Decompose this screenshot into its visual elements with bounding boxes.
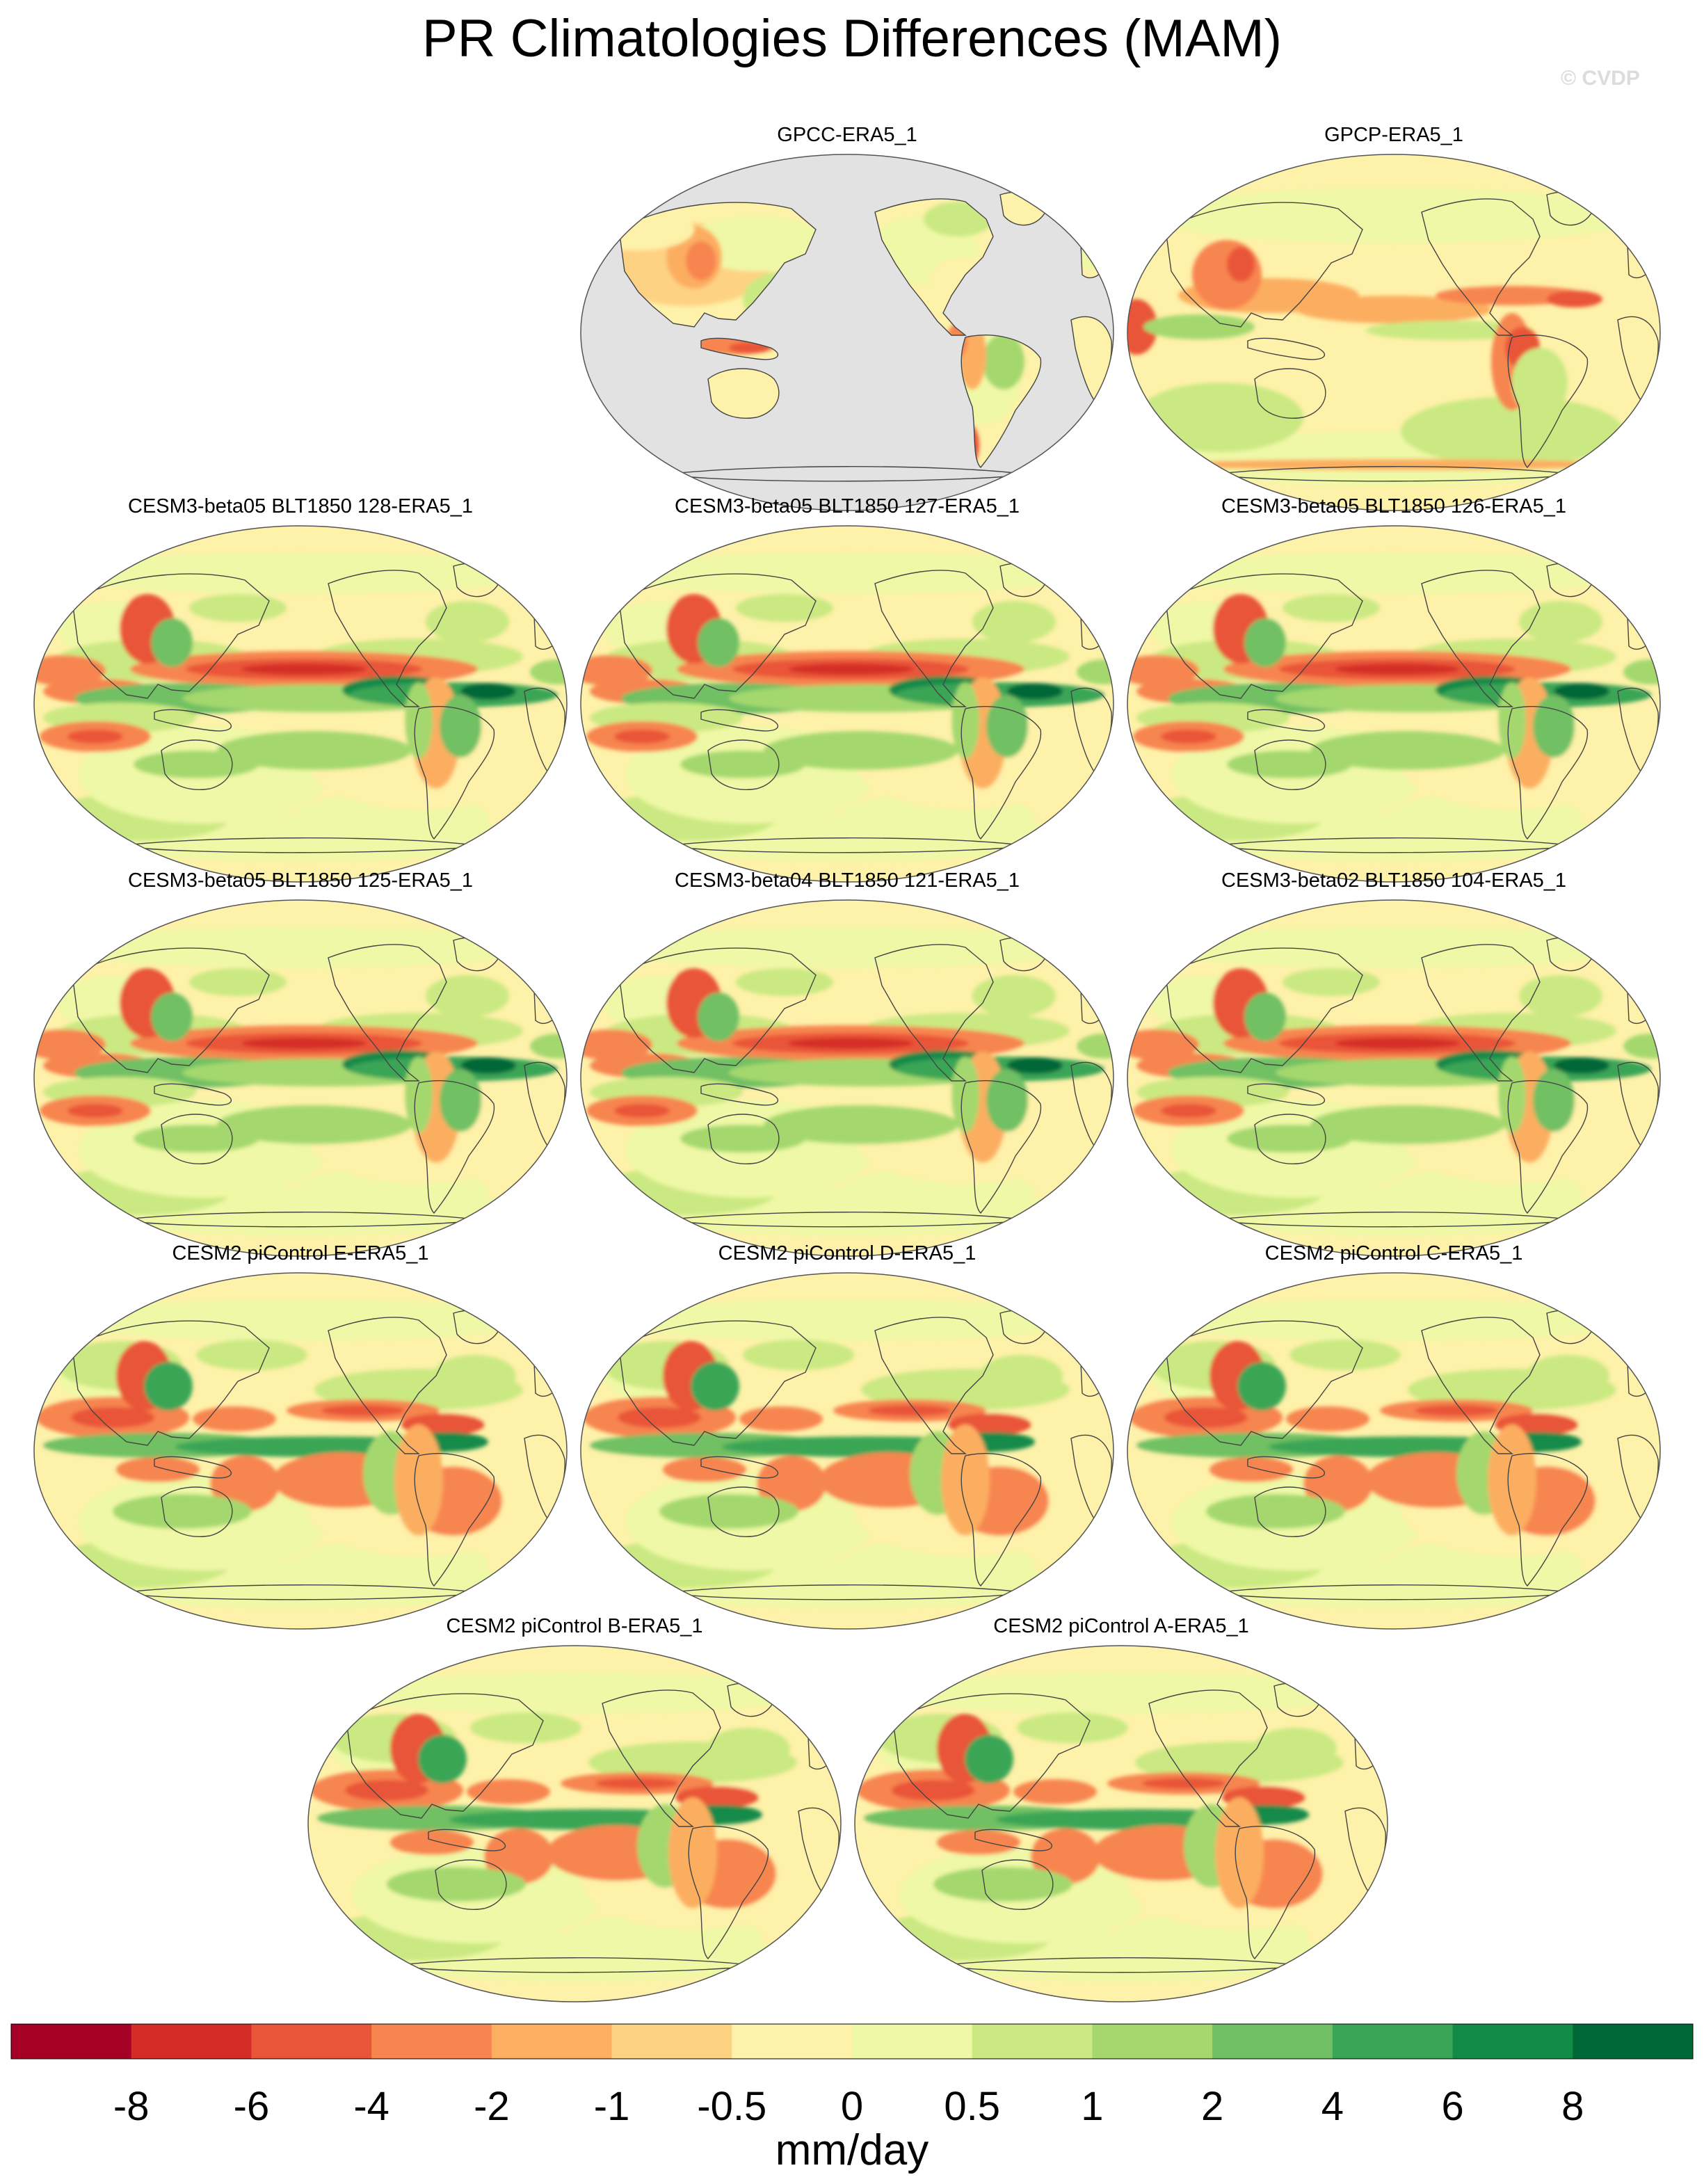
map-panel: CESM3-beta05 BLT1850 127-ERA5_1 — [576, 495, 1118, 885]
map-svg — [854, 1645, 1388, 2002]
map-svg — [580, 1272, 1114, 1630]
panel-title: CESM2 piControl D-ERA5_1 — [718, 1242, 976, 1264]
panel-title: CESM2 piControl A-ERA5_1 — [993, 1615, 1249, 1637]
map-svg — [580, 525, 1114, 883]
colorbar-swatch — [732, 2024, 853, 2059]
colorbar-swatch — [1452, 2024, 1573, 2059]
panel-title: CESM3-beta05 BLT1850 126-ERA5_1 — [1221, 495, 1566, 517]
cvdp-watermark: © CVDP — [1561, 67, 1640, 90]
colorbar-tick-label: -6 — [234, 2084, 270, 2129]
colorbar-swatch — [1573, 2024, 1694, 2059]
map-svg — [1127, 1272, 1661, 1630]
colorbar-swatch — [852, 2024, 973, 2059]
colorbar-tick-label: 4 — [1321, 2084, 1344, 2129]
map-svg — [1127, 154, 1661, 511]
map-panel: CESM2 piControl B-ERA5_1 — [303, 1615, 846, 2005]
map-svg — [1127, 899, 1661, 1257]
colorbar-svg: -8 -6 -4 -2 -1 -0.5 0 0.5 1 2 4 6 8 mm/day — [10, 2023, 1694, 2174]
colorbar-tick-label: 2 — [1201, 2084, 1223, 2129]
panel-title: CESM3-beta05 BLT1850 127-ERA5_1 — [675, 495, 1020, 517]
colorbar-swatch — [11, 2024, 132, 2059]
map-panel: GPCC-ERA5_1 — [576, 124, 1118, 513]
panel-title: GPCC-ERA5_1 — [777, 124, 917, 146]
colorbar: -8 -6 -4 -2 -1 -0.5 0 0.5 1 2 4 6 8 mm/day — [0, 2017, 1704, 2181]
map-panel: CESM3-beta04 BLT1850 121-ERA5_1 — [576, 869, 1118, 1259]
panel-title: CESM3-beta04 BLT1850 121-ERA5_1 — [675, 869, 1020, 892]
map-svg — [33, 899, 568, 1257]
map-panel: CESM3-beta02 BLT1850 104-ERA5_1 — [1123, 869, 1665, 1259]
map-svg — [33, 525, 568, 883]
colorbar-swatch — [491, 2024, 613, 2059]
map-panel: CESM3-beta05 BLT1850 126-ERA5_1 — [1123, 495, 1665, 885]
map-panel: GPCP-ERA5_1 — [1123, 124, 1665, 513]
map-panel: CESM2 piControl A-ERA5_1 — [850, 1615, 1392, 2005]
colorbar-swatch — [251, 2024, 372, 2059]
panel-title: CESM2 piControl B-ERA5_1 — [446, 1615, 703, 1637]
panel-title: GPCP-ERA5_1 — [1324, 124, 1463, 146]
colorbar-tick-label: 6 — [1441, 2084, 1463, 2129]
colorbar-tick-label: 8 — [1561, 2084, 1584, 2129]
colorbar-tick-label: -4 — [353, 2084, 389, 2129]
map-panel: CESM3-beta05 BLT1850 125-ERA5_1 — [29, 869, 572, 1259]
panel-title: CESM3-beta05 BLT1850 125-ERA5_1 — [128, 869, 473, 892]
colorbar-swatch — [1092, 2024, 1213, 2059]
map-panel: CESM2 piControl D-ERA5_1 — [576, 1242, 1118, 1632]
map-panel: CESM2 piControl E-ERA5_1 — [29, 1242, 572, 1632]
colorbar-swatch — [1332, 2024, 1454, 2059]
panel-title: CESM2 piControl E-ERA5_1 — [172, 1242, 429, 1264]
colorbar-tick-label: 0.5 — [944, 2084, 1000, 2129]
map-panel: CESM3-beta05 BLT1850 128-ERA5_1 — [29, 495, 572, 885]
map-svg — [307, 1645, 842, 2002]
panel-title: CESM3-beta05 BLT1850 128-ERA5_1 — [128, 495, 473, 517]
colorbar-tick-label: 1 — [1081, 2084, 1103, 2129]
colorbar-swatch — [371, 2024, 492, 2059]
colorbar-tick-label: -2 — [474, 2084, 510, 2129]
panel-title: CESM3-beta02 BLT1850 104-ERA5_1 — [1221, 869, 1566, 892]
map-svg — [33, 1272, 568, 1630]
colorbar-tick-label: -8 — [113, 2084, 150, 2129]
colorbar-swatch — [972, 2024, 1093, 2059]
map-panel: CESM2 piControl C-ERA5_1 — [1123, 1242, 1665, 1632]
map-svg — [580, 154, 1114, 511]
map-svg — [1127, 525, 1661, 883]
colorbar-tick-label: -0.5 — [697, 2084, 766, 2129]
colorbar-swatch — [131, 2024, 252, 2059]
map-svg — [580, 899, 1114, 1257]
figure-title: PR Climatologies Differences (MAM) — [421, 9, 1283, 68]
colorbar-tick-label: 0 — [841, 2084, 863, 2129]
colorbar-swatch — [1212, 2024, 1333, 2059]
colorbar-swatch — [611, 2024, 732, 2059]
colorbar-tick-label: -1 — [594, 2084, 630, 2129]
panel-title: CESM2 piControl C-ERA5_1 — [1264, 1242, 1523, 1264]
colorbar-unit-label: mm/day — [775, 2126, 929, 2174]
